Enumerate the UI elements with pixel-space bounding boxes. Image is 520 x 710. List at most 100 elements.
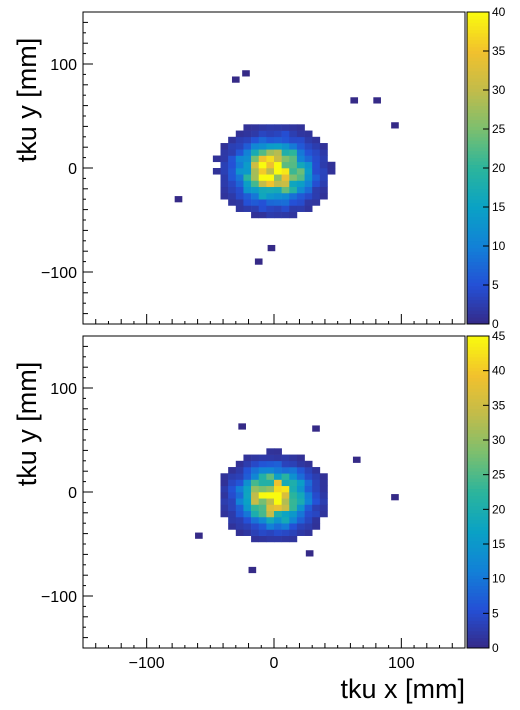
heatmap-cell [220, 155, 229, 163]
heatmap-cell [251, 199, 260, 206]
heatmap-cell [304, 492, 313, 499]
heatmap-cell [235, 529, 244, 536]
heatmap-cell [251, 149, 260, 156]
heatmap-cell [235, 136, 244, 144]
heatmap-cell [289, 211, 298, 219]
heatmap-cell [266, 186, 275, 194]
heatmap-cell [296, 124, 305, 131]
heatmap-cell [220, 143, 229, 150]
y-tick-label: −100 [41, 589, 77, 606]
heatmap-cell [174, 196, 183, 203]
heatmap-cell [296, 130, 305, 138]
heatmap-cell [228, 485, 237, 493]
axis-ticks [82, 335, 466, 649]
heatmap-cell [258, 211, 267, 219]
heatmap-cell [258, 498, 267, 505]
heatmap-cell [243, 192, 252, 200]
heatmap-cell [304, 143, 313, 150]
heatmap-cell [319, 149, 328, 156]
heatmap-cell [305, 550, 314, 557]
heatmap-cell [258, 473, 267, 480]
heatmap-cell [296, 510, 305, 518]
heatmap-cell [266, 448, 275, 455]
heatmap-cell [195, 532, 203, 539]
heatmap-cell [289, 473, 298, 480]
heatmap-cell [220, 192, 229, 200]
heatmap-cell [220, 149, 229, 156]
heatmap-cell [281, 504, 290, 512]
heatmap-cell [220, 485, 229, 493]
heatmap-cell [243, 149, 252, 156]
heatmap-cell [243, 136, 252, 144]
heatmap-cell [319, 479, 328, 487]
colorbar-tick-label: 20 [492, 161, 506, 175]
heatmap-cell [289, 479, 298, 487]
heatmap-cell [228, 467, 237, 474]
heatmap-cell [312, 492, 321, 499]
heatmap-cell [274, 211, 282, 219]
heatmap-cell [243, 504, 252, 512]
heatmap-cell [319, 504, 328, 512]
heatmap-cell [228, 473, 237, 480]
heatmap-cell [258, 492, 267, 499]
heatmap-cell [258, 529, 267, 536]
colorbar-tick-label: 0 [492, 317, 499, 331]
heatmap-cell [312, 180, 321, 188]
heatmap-cell [266, 473, 275, 480]
heatmap-cell [258, 136, 267, 144]
axis-ticks [82, 11, 466, 325]
heatmap-cell [228, 168, 237, 175]
colorbar-tick-label: 10 [492, 239, 506, 253]
heatmap-cell [258, 149, 267, 156]
heatmap-cell [258, 168, 267, 175]
heatmap-cell [242, 70, 250, 77]
heatmap-cell [266, 479, 275, 487]
heatmap-cell [228, 504, 237, 512]
heatmap-cell [251, 516, 260, 524]
heatmap-cell [289, 460, 298, 468]
heatmap-cell [304, 155, 313, 163]
heatmap-cell [251, 161, 260, 169]
heatmap-cell [296, 523, 305, 530]
heatmap-cell [251, 168, 260, 175]
colorbar-tick-label: 15 [492, 537, 506, 551]
heatmap-cell [281, 523, 290, 530]
heatmap-cell [254, 258, 263, 265]
heatmap-cell [258, 504, 267, 512]
heatmap-cell [228, 186, 237, 194]
heatmap-cell [281, 174, 290, 181]
heatmap-cell [266, 498, 275, 505]
heatmap-cell [228, 492, 237, 499]
heatmap-cell [281, 535, 290, 543]
colorbar-tick-label: 25 [492, 122, 506, 136]
heatmap-cell [289, 143, 298, 150]
heatmap-cell [220, 180, 229, 188]
heatmap-cell [304, 479, 313, 487]
heatmap-cell [258, 516, 267, 524]
heatmap-cell [266, 460, 275, 468]
heatmap-cell [281, 467, 290, 474]
heatmap-cell [289, 510, 298, 518]
heatmap-cell [266, 199, 275, 206]
heatmap-cell [266, 504, 275, 512]
heatmap-cell [312, 523, 321, 530]
heatmap-cell [243, 479, 252, 487]
heatmap-cell [274, 498, 282, 505]
colorbar-tick-label: 0 [492, 641, 499, 655]
heatmap-cell [289, 504, 298, 512]
heatmap-cell [258, 161, 267, 169]
heatmap-cell [251, 180, 260, 188]
colorbar: 0 5 10 15 20 25 30 35 40 [466, 5, 506, 331]
heatmap-cell [266, 192, 275, 200]
heatmap-cell [266, 454, 275, 462]
heatmap-cell [289, 174, 298, 181]
heatmap-cell [304, 529, 313, 536]
heatmap-cell [319, 492, 328, 499]
heatmap-cell [274, 199, 282, 206]
colorbar-tick-label: 5 [492, 278, 499, 292]
heatmap-cell [274, 174, 282, 181]
bottom-panel: 100 0 −100 −100 0 100 tku y [mm] tku x [mm] 0 5 10… [12, 329, 506, 704]
heatmap-cell [220, 479, 229, 487]
heatmap-cell [289, 529, 298, 536]
heatmap-cell [289, 155, 298, 163]
